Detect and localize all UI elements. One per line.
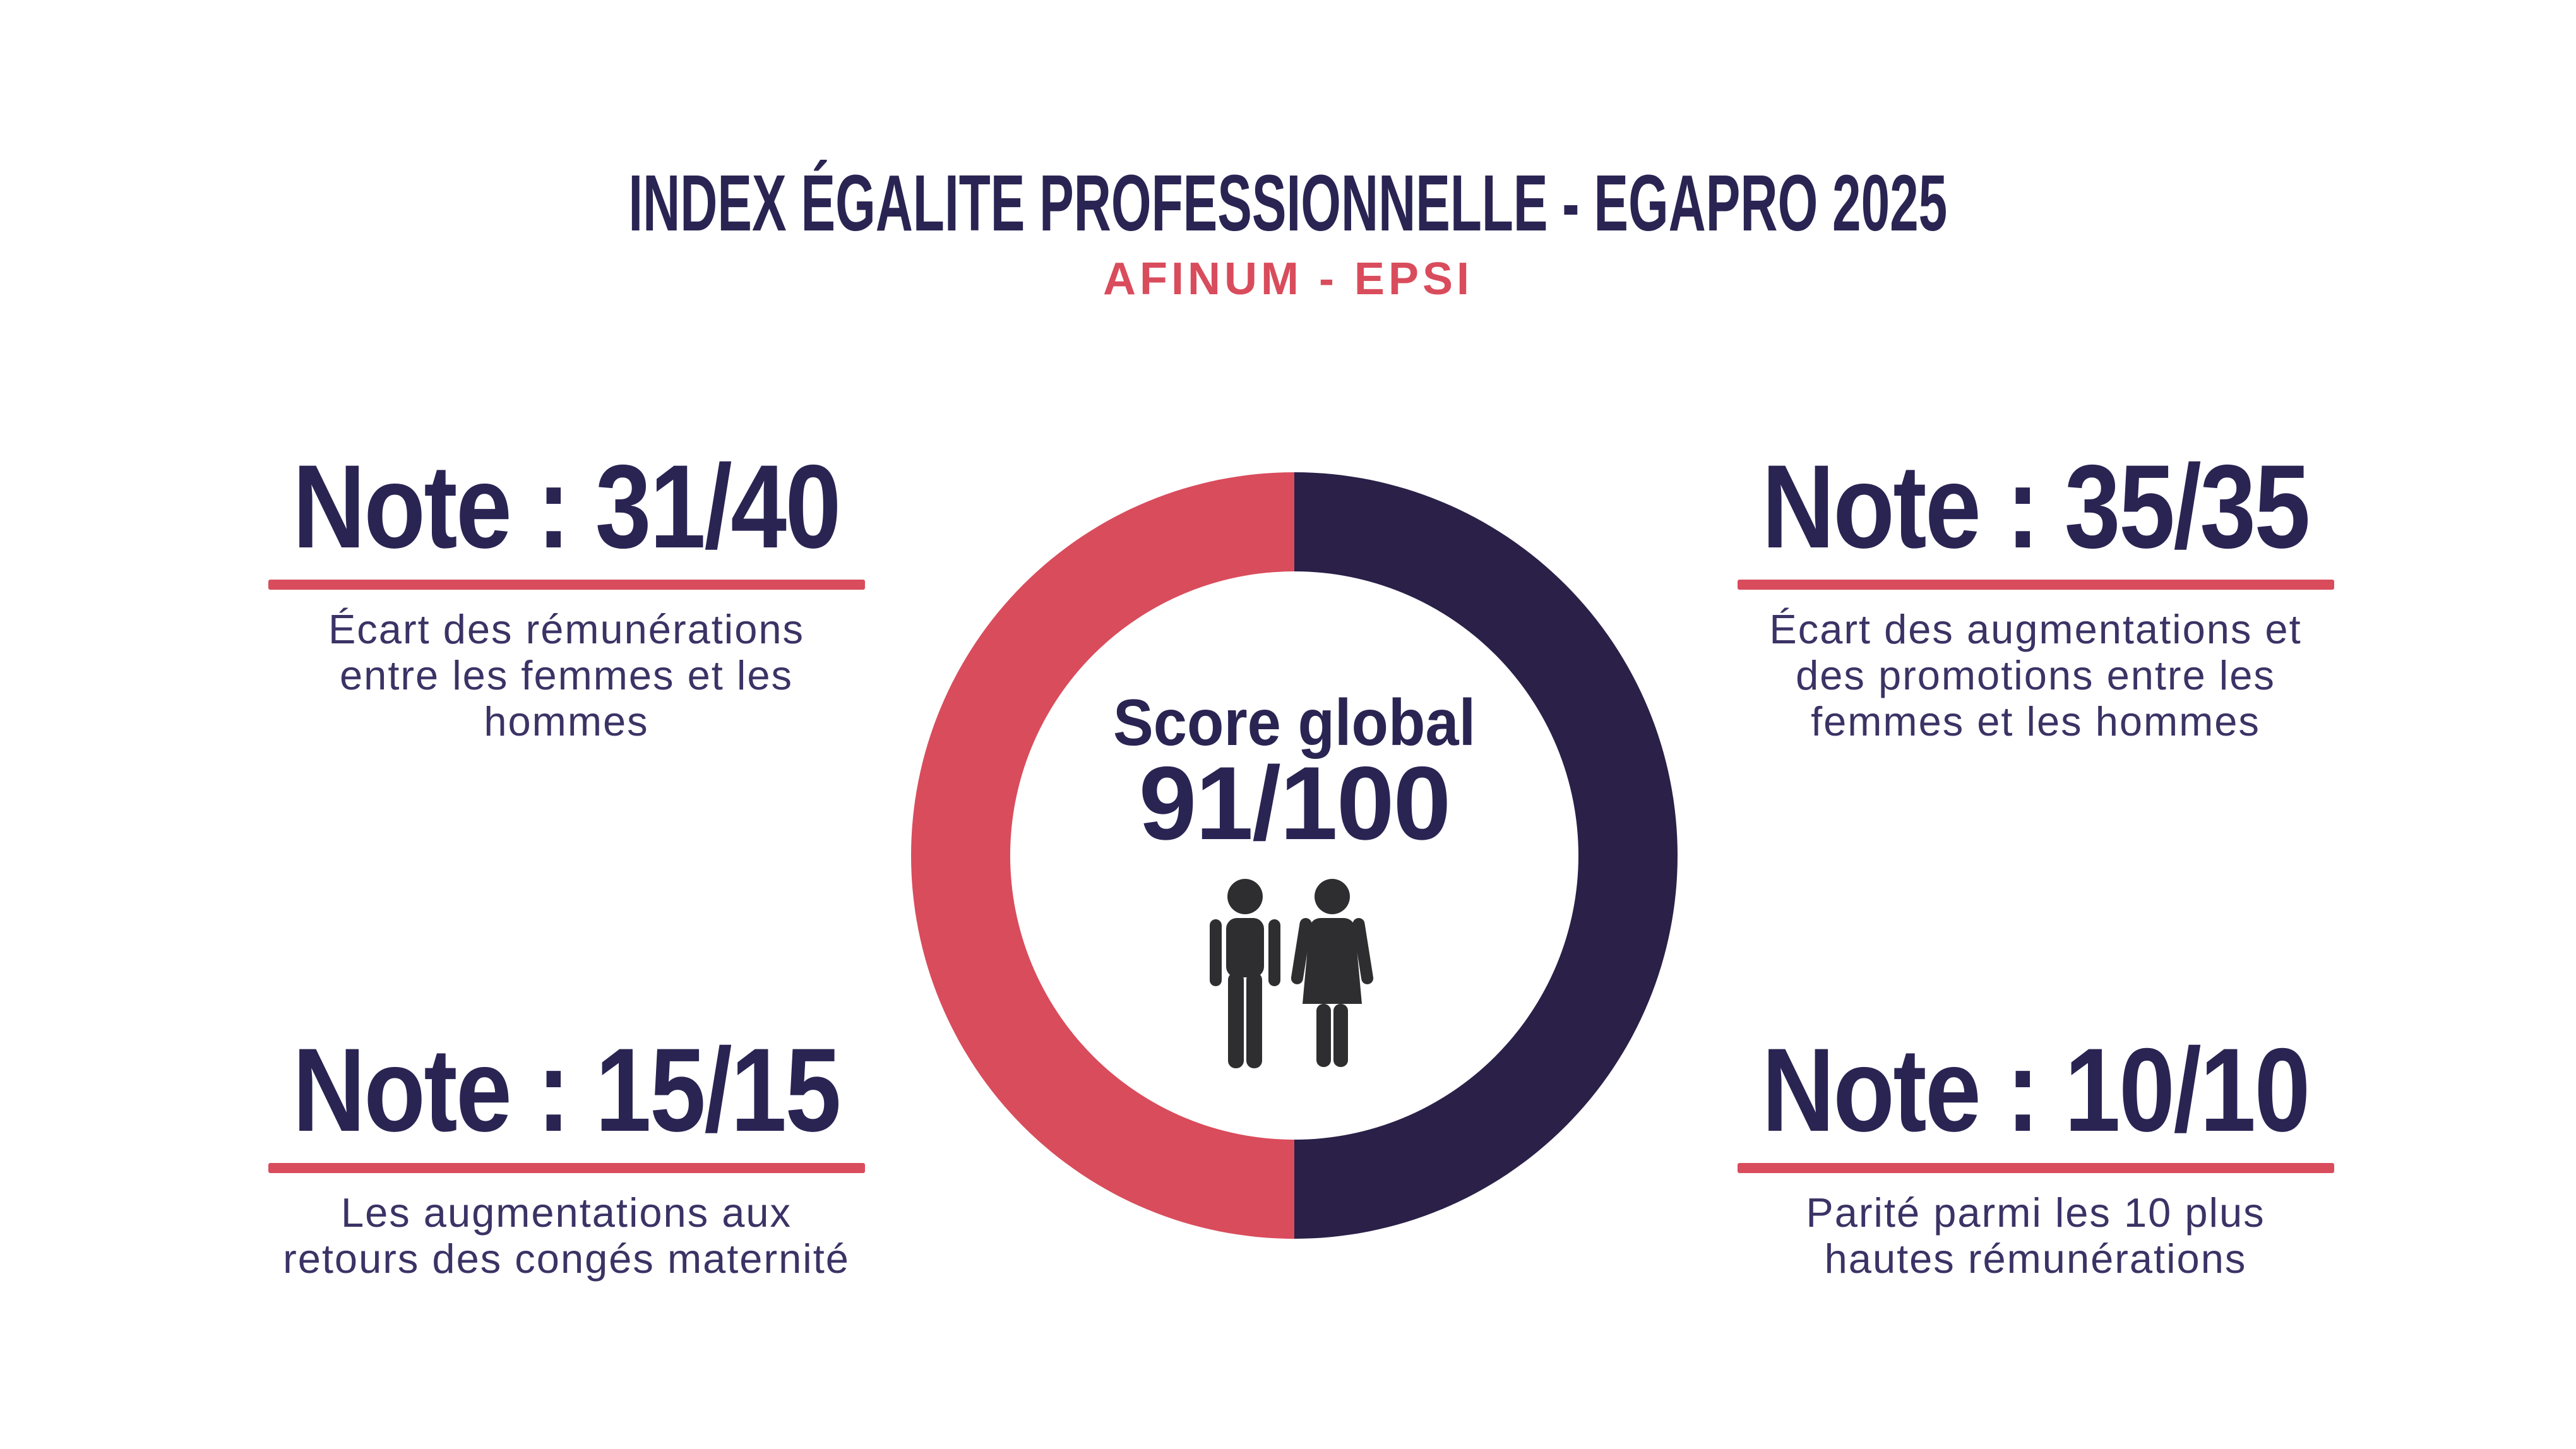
red-underline [268,1163,865,1173]
note-conges-maternite: Note : 15/15 Les augmentations aux retou… [219,1027,914,1380]
male-figure-icon [1210,879,1280,1068]
note-conges-maternite-score: Note : 15/15 [292,1023,842,1156]
note-conges-maternite-description: Les augmentations aux retours des congés… [283,1190,850,1282]
note-parite-hautes-remunerations-score: Note : 10/10 [1762,1023,2311,1156]
note-augmentations-promotions-score: Note : 35/35 [1762,440,2311,573]
red-underline [1738,580,2334,590]
donut-hole [1010,571,1578,1140]
note-parite-hautes-remunerations-description: Parité parmi les 10 plus hautes rémunéra… [1806,1190,2265,1282]
note-remunerations-description: Écart des rémunérations entre les femmes… [328,606,805,744]
note-augmentations-promotions-description: Écart des augmentations et des promotion… [1769,606,2302,744]
gender-icons [1210,879,1374,1068]
note-remunerations-score: Note : 31/40 [292,440,842,573]
note-augmentations-promotions: Note : 35/35 Écart des augmentations et … [1688,443,2383,797]
red-underline [268,580,865,590]
page-title: INDEX ÉGALITE PROFESSIONNELLE - EGAPRO 2… [0,162,2576,245]
female-figure-icon [1291,879,1374,1067]
score-global-value: 91/100 [1138,745,1452,861]
score-donut-chart: Score global 91/100 [911,472,1678,1239]
red-underline [1738,1163,2334,1173]
score-global-label: Score global [1112,686,1476,760]
page-title-text: INDEX ÉGALITE PROFESSIONNELLE - EGAPRO 2… [628,158,1948,247]
note-parite-hautes-remunerations: Note : 10/10 Parité parmi les 10 plus ha… [1688,1027,2383,1380]
note-remunerations: Note : 31/40 Écart des rémunérations ent… [219,443,914,797]
page-subtitle: AFINUM - EPSI [1102,254,1473,304]
